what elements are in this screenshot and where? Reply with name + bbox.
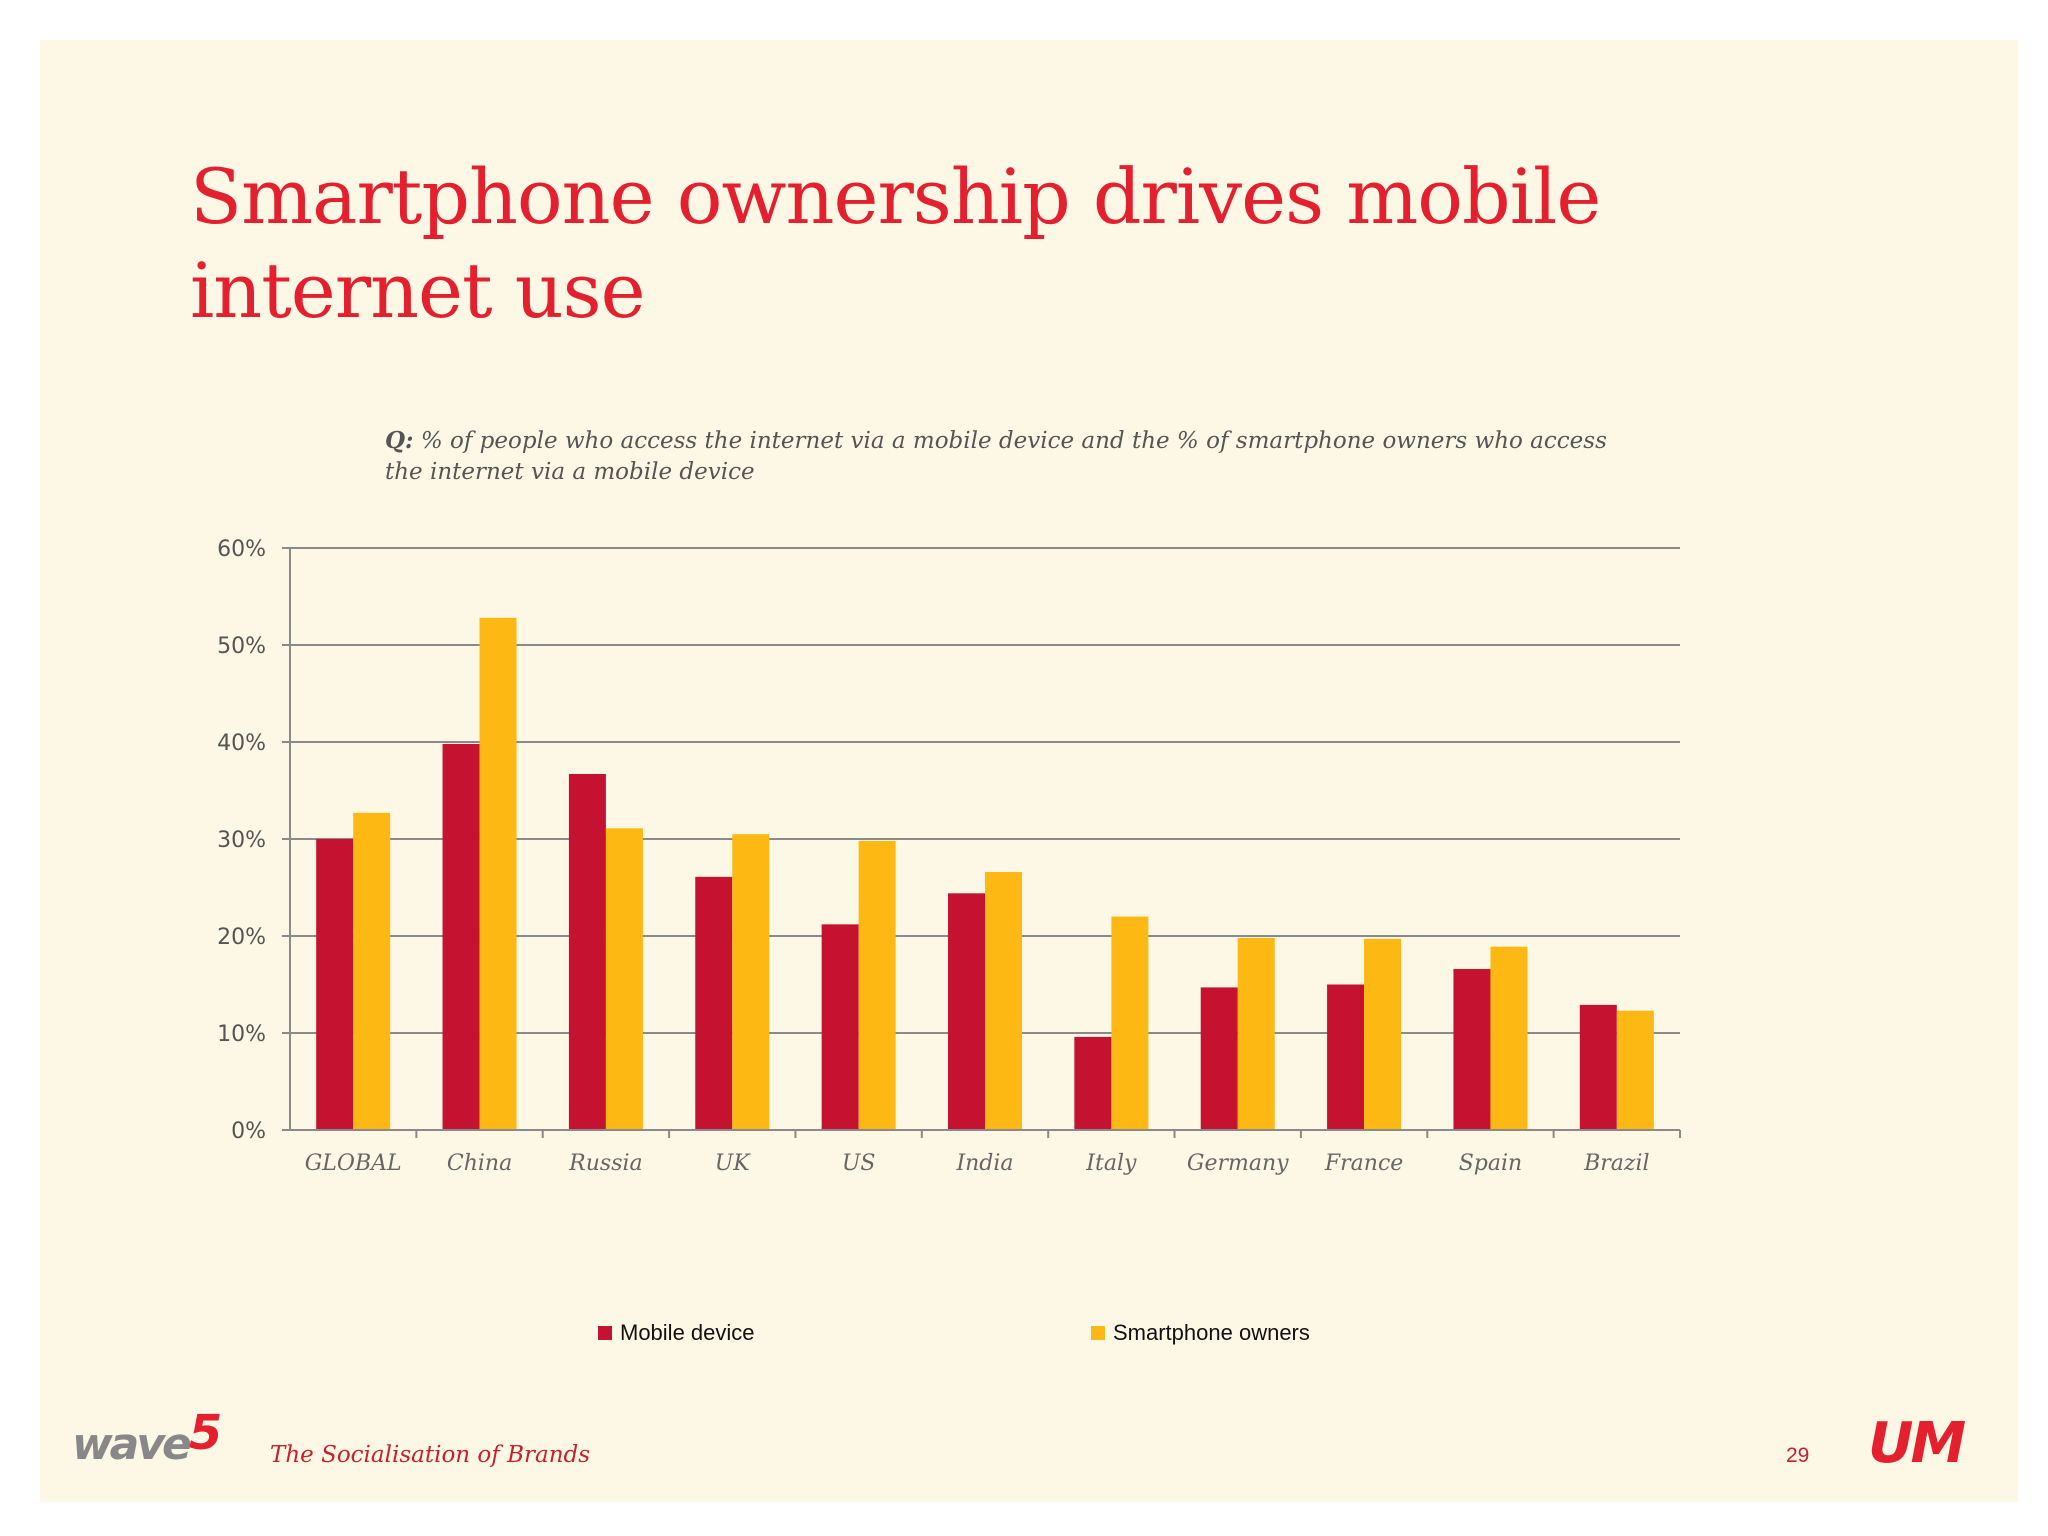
footer-text: The Socialisation of Brands (270, 1442, 591, 1468)
bar-india-mobile-device (948, 893, 985, 1130)
question-text: % of people who access the internet via … (385, 428, 1607, 485)
legend-item-smartphone-owners: Smartphone owners (1091, 1318, 1310, 1348)
x-tick-label-italy: Italy (1085, 1151, 1137, 1176)
bar-uk-smartphone-owners (732, 834, 770, 1130)
legend-label-mobile-device: Mobile device (620, 1320, 755, 1345)
legend-swatch-smartphone-owners (1091, 1326, 1105, 1340)
x-tick-label-china: China (447, 1151, 512, 1176)
y-tick-label-20: 20% (217, 925, 266, 950)
bar-uk-mobile-device (695, 876, 733, 1130)
bar-global-mobile-device (316, 839, 354, 1130)
y-tick-label-40: 40% (217, 731, 266, 756)
x-tick-label-germany: Germany (1187, 1151, 1289, 1176)
bar-china-mobile-device (442, 743, 480, 1130)
bar-spain-smartphone-owners (1490, 946, 1528, 1130)
bar-germany-mobile-device (1200, 987, 1238, 1130)
bar-brazil-smartphone-owners (1616, 1010, 1654, 1130)
bar-russia-smartphone-owners (605, 828, 643, 1130)
legend-item-mobile-device: Mobile device (598, 1318, 755, 1348)
wave5-logo: wave5 (72, 1408, 222, 1470)
bar-italy-smartphone-owners (1111, 916, 1149, 1130)
bar-us-mobile-device (821, 924, 859, 1130)
question-prefix: Q: (385, 427, 414, 454)
x-tick-label-uk: UK (715, 1151, 752, 1176)
slide-title: Smartphone ownership drives mobile inter… (190, 152, 1601, 335)
chart-question: Q: % of people who access the internet v… (385, 425, 1645, 488)
wave5-logo-number: 5 (188, 1405, 222, 1461)
y-tick-label-10: 10% (217, 1022, 266, 1047)
bar-france-smartphone-owners (1364, 938, 1402, 1130)
bar-france-mobile-device (1327, 984, 1365, 1130)
x-tick-label-us: US (842, 1151, 876, 1176)
x-tick-label-france: France (1324, 1151, 1403, 1176)
page-number: 29 (1786, 1444, 1810, 1467)
bar-brazil-mobile-device (1579, 1004, 1617, 1130)
bar-global-smartphone-owners (353, 812, 391, 1130)
bar-spain-mobile-device (1453, 968, 1491, 1130)
legend-label-smartphone-owners: Smartphone owners (1113, 1320, 1310, 1345)
x-tick-label-global: GLOBAL (305, 1151, 402, 1176)
wave5-logo-text: wave (72, 1419, 192, 1470)
x-tick-label-brazil: Brazil (1583, 1151, 1649, 1176)
bar-india-smartphone-owners (985, 871, 1022, 1130)
y-tick-label-30: 30% (217, 828, 266, 853)
x-tick-label-spain: Spain (1459, 1151, 1522, 1176)
x-tick-label-india: India (955, 1151, 1013, 1176)
um-logo: UM (1868, 1411, 1966, 1476)
y-tick-label-0: 0% (231, 1119, 266, 1144)
bar-italy-mobile-device (1074, 1036, 1112, 1130)
bar-germany-smartphone-owners (1237, 937, 1275, 1130)
x-tick-label-russia: Russia (568, 1151, 642, 1176)
y-tick-label-60: 60% (217, 537, 266, 562)
legend-swatch-mobile-device (598, 1326, 612, 1340)
y-tick-label-50: 50% (217, 634, 266, 659)
slide-background (40, 40, 2018, 1502)
bar-china-smartphone-owners (479, 617, 517, 1130)
bar-us-smartphone-owners (858, 840, 896, 1130)
bar-russia-mobile-device (568, 774, 606, 1130)
